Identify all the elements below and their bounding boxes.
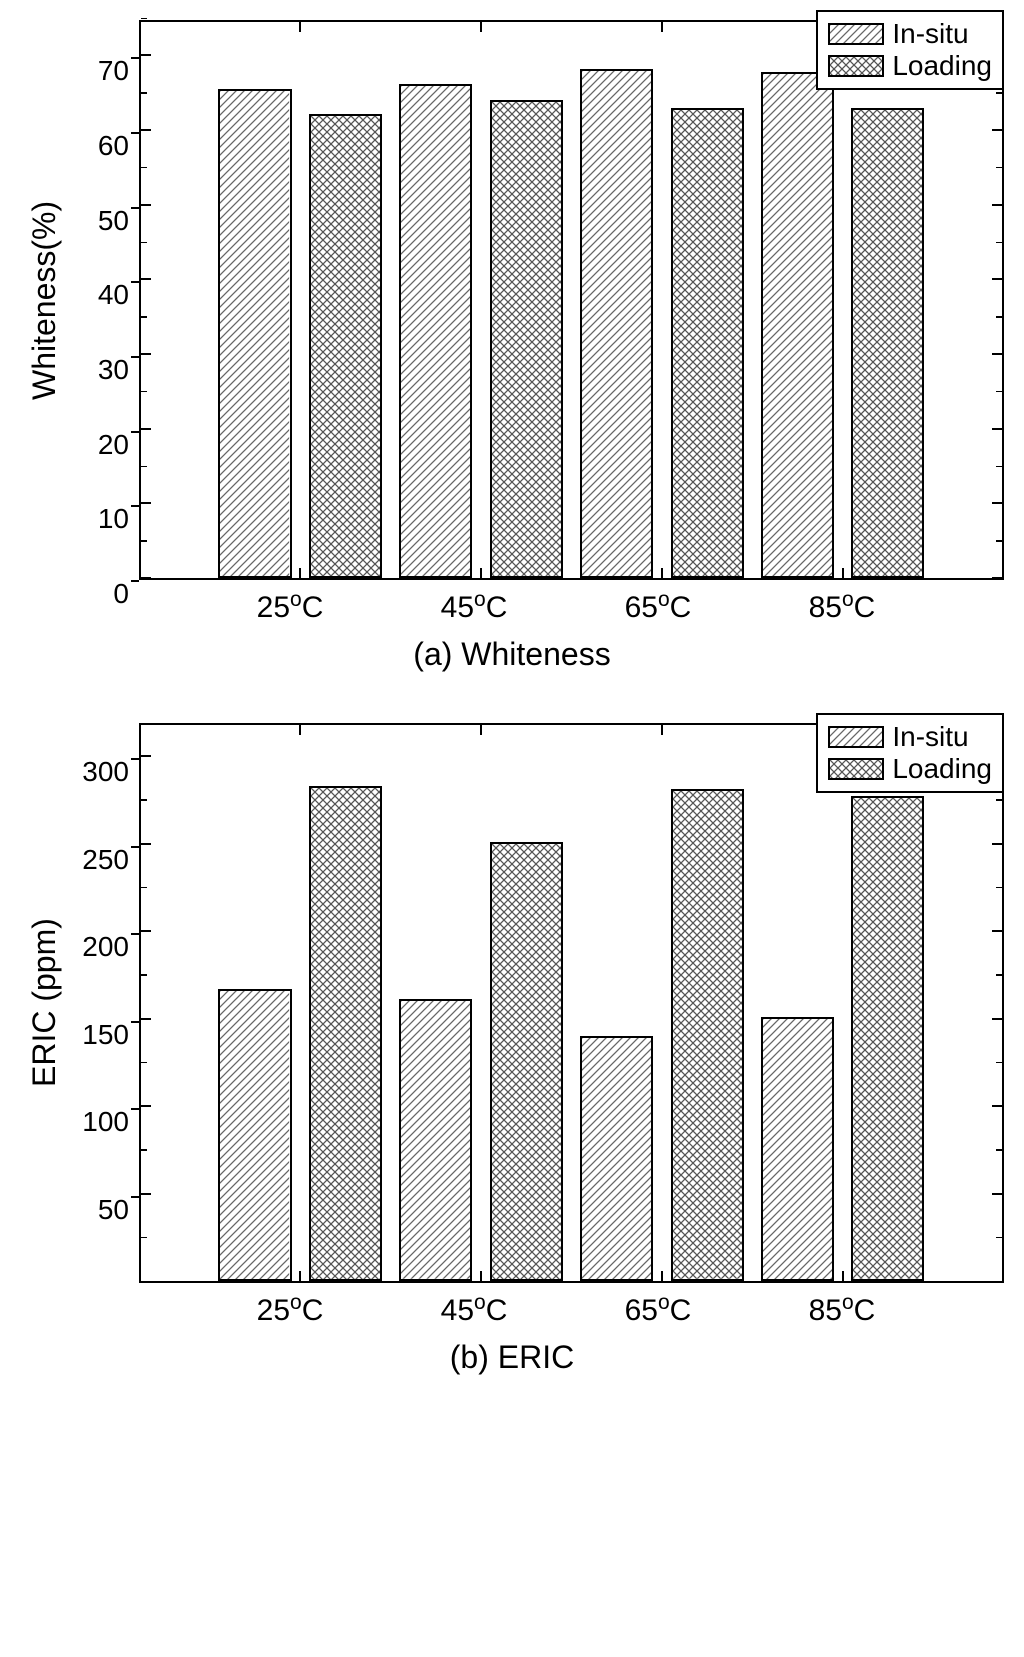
ytick-label: 70 [69,55,129,87]
legend-swatch-insitu [828,23,884,45]
bar-insitu [580,69,653,578]
yaxis-b: 50 100 150 200 250 300 [69,723,139,1283]
panel-b: In-situ Loading ERIC (ppm) 50 100 150 200 25… [20,723,1004,1376]
ytick-label: 100 [69,1106,129,1138]
bar-loading [671,108,744,578]
ytick-label: 200 [69,931,129,963]
bar-insitu [399,84,472,578]
ytick-label: 250 [69,844,129,876]
plot-a [139,20,1004,580]
plot-b [139,723,1004,1283]
ytick-label: 20 [69,429,129,461]
legend-row-loading-b: Loading [828,753,992,785]
subtitle-b: (b) ERIC [20,1339,1004,1376]
xtick-label: 25oC [257,588,324,625]
legend-label-insitu-b: In-situ [892,721,968,753]
ylabel-b: ERIC (ppm) [20,723,69,1283]
legend-label-insitu: In-situ [892,18,968,50]
xtick-label: 85oC [809,1291,876,1328]
xtick-label: 25oC [257,1291,324,1328]
legend-swatch-loading [828,55,884,77]
xtick-label: 85oC [809,588,876,625]
legend-label-loading-b: Loading [892,753,992,785]
bar-insitu [218,89,291,578]
ytick-label: 30 [69,354,129,386]
bar-insitu [761,1017,834,1281]
legend-swatch-insitu-b [828,726,884,748]
xtick-label: 65oC [625,588,692,625]
ytick-label: 60 [69,130,129,162]
legend-row-insitu-b: In-situ [828,721,992,753]
bar-insitu [399,999,472,1281]
legend-a: In-situ Loading [816,10,1004,90]
ylabel-a: Whiteness(%) [20,20,69,580]
xaxis-b: 25oC 45oC 65oC 85oC [128,1283,1004,1333]
xtick-label: 45oC [441,1291,508,1328]
figure-container: In-situ Loading Whiteness(%) 0 10 20 30 40 50… [20,20,1004,1376]
legend-swatch-loading-b [828,758,884,780]
panel-a: In-situ Loading Whiteness(%) 0 10 20 30 40 50… [20,20,1004,673]
bar-loading [671,789,744,1281]
yaxis-a: 010203040506070 [69,20,139,580]
ytick-label: 50 [69,205,129,237]
legend-row-insitu: In-situ [828,18,992,50]
xaxis-a: 25oC 45oC 65oC 85oC [128,580,1004,630]
subtitle-a: (a) Whiteness [20,636,1004,673]
legend-b: In-situ Loading [816,713,1004,793]
xtick-label: 65oC [625,1291,692,1328]
ytick-label: 0 [69,578,129,610]
ytick-label: 150 [69,1019,129,1051]
legend-label-loading: Loading [892,50,992,82]
bar-loading [490,842,563,1281]
bar-insitu [218,989,291,1281]
ytick-label: 50 [69,1194,129,1226]
bar-loading [851,108,924,578]
bar-loading [309,114,382,578]
ytick-label: 10 [69,503,129,535]
bar-loading [490,100,563,578]
bar-insitu [580,1036,653,1281]
ytick-label: 300 [69,756,129,788]
legend-row-loading: Loading [828,50,992,82]
ytick-label: 40 [69,279,129,311]
xtick-label: 45oC [441,588,508,625]
bar-loading [851,796,924,1281]
bar-insitu [761,72,834,578]
bar-loading [309,786,382,1281]
